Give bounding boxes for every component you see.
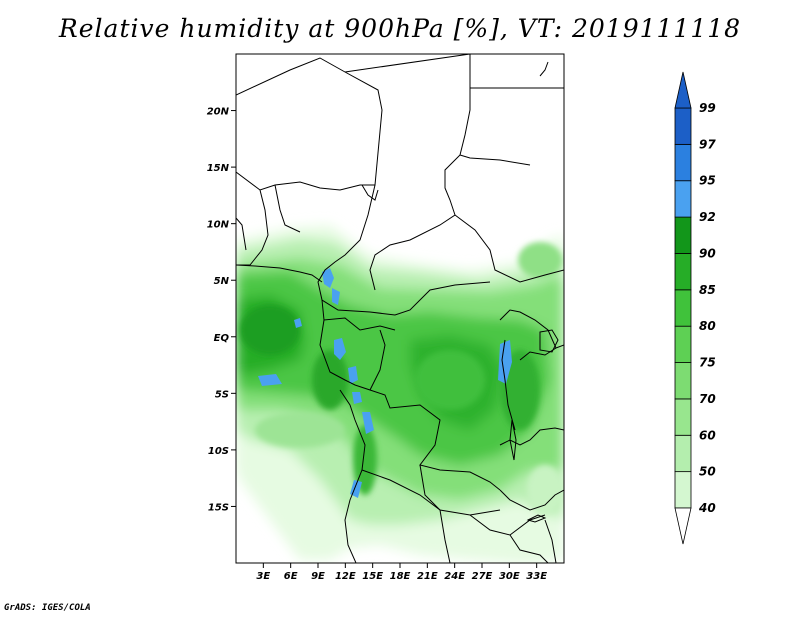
longitude-axis: 3E 6E 9E 12E 15E 18E 21E 24E 27E 30E 33E	[256, 563, 547, 582]
colorbar-segment	[674, 216, 692, 254]
lat-tick-label: EQ	[214, 333, 230, 344]
border-line	[321, 299, 396, 331]
latitude-axis: 20N 15N 10N 5N EQ 5S 10S 15S	[207, 107, 236, 513]
colorbar-min-arrow	[674, 507, 692, 545]
colorbar-max-arrow	[674, 71, 692, 109]
rh-97-patch	[334, 338, 346, 360]
colorbar-label: 80	[699, 319, 716, 333]
rh-patch	[240, 305, 300, 355]
border-line	[454, 214, 564, 283]
lon-tick-label: 21E	[417, 571, 438, 582]
colorbar-label: 40	[698, 501, 716, 515]
border-line	[274, 184, 301, 233]
lon-tick-label: 3E	[256, 571, 270, 582]
lon-tick-label: 24E	[444, 571, 465, 582]
lat-tick-label: 10N	[207, 220, 230, 231]
lat-tick-label: 15S	[208, 502, 229, 513]
border-line	[369, 329, 386, 391]
colorbar-segment	[674, 471, 692, 509]
border-line	[501, 339, 516, 431]
colorbar-label: 99	[699, 101, 716, 115]
colorbar-segment	[674, 362, 692, 400]
colorbar-label: 75	[699, 356, 716, 370]
rh-patch	[312, 350, 348, 410]
colorbar-segment	[674, 289, 692, 327]
river	[539, 61, 549, 77]
border-line	[361, 469, 441, 511]
border-line	[236, 217, 247, 251]
lon-tick-label: 15E	[362, 571, 383, 582]
rh-patch	[518, 242, 562, 278]
lake-outline	[509, 419, 517, 461]
lon-tick-label: 33E	[526, 571, 547, 582]
rh-97-patch	[294, 318, 302, 328]
river	[361, 184, 379, 201]
lon-tick-label: 27E	[472, 571, 493, 582]
border-line	[319, 319, 501, 491]
rh-97-patch	[332, 288, 340, 305]
colorbar-segment	[674, 180, 692, 218]
rh-97-patch	[322, 268, 334, 288]
colorbar: 40 50 60 70 75 80 85 90 92 95 97 99	[674, 71, 716, 545]
rh-97-patch	[258, 374, 282, 386]
border-line	[459, 154, 531, 166]
colorbar-label: 90	[699, 246, 716, 260]
map-title: Relative humidity at 900hPa [%], VT: 201…	[58, 14, 742, 43]
border-line	[236, 189, 269, 266]
lat-tick-label: 15N	[207, 163, 230, 174]
colorbar-label: 50	[699, 465, 716, 479]
lat-tick-label: 5N	[214, 276, 230, 287]
colorbar-label: 85	[699, 283, 716, 297]
coastline	[236, 264, 323, 283]
colorbar-label: 95	[699, 174, 716, 188]
border-line	[509, 534, 549, 563]
colorbar-segment	[674, 398, 692, 436]
rh-97-patch	[348, 366, 358, 384]
colorbar-label: 70	[699, 392, 716, 406]
colorbar-label: 92	[699, 210, 716, 224]
lat-tick-label: 5S	[215, 389, 229, 400]
rh-high-patches	[258, 268, 512, 498]
border-line	[499, 489, 564, 511]
border-line	[544, 519, 557, 563]
lon-tick-label: 30E	[499, 571, 520, 582]
country-borders	[236, 54, 564, 563]
lake-outline	[526, 514, 547, 523]
lon-tick-label: 6E	[284, 571, 298, 582]
colorbar-segment	[674, 143, 692, 182]
rh-97-patch	[362, 412, 374, 434]
lon-tick-label: 18E	[390, 571, 411, 582]
rh-patch	[415, 350, 485, 410]
colorbar-segment	[674, 107, 692, 145]
lon-tick-label: 9E	[311, 571, 325, 582]
lake-outline	[539, 329, 559, 353]
border-line	[236, 57, 383, 191]
colorbar-segment	[674, 325, 692, 363]
colorbar-label: 97	[699, 137, 716, 151]
humidity-field	[236, 225, 564, 563]
lon-tick-label: 12E	[335, 571, 356, 582]
lat-tick-label: 10S	[208, 446, 229, 457]
colorbar-label: 60	[699, 428, 716, 442]
rh-patch	[255, 412, 345, 448]
rh-97-patch	[352, 392, 362, 404]
credit-label: GrADS: IGES/COLA	[4, 603, 91, 613]
colorbar-segment	[674, 253, 692, 291]
rh-97-patch	[498, 340, 512, 384]
rh-patch	[500, 350, 540, 430]
lat-tick-label: 20N	[207, 107, 230, 118]
border-line	[344, 54, 471, 291]
border-line	[439, 509, 451, 563]
rh-patch	[527, 465, 563, 515]
colorbar-segment	[674, 434, 692, 473]
